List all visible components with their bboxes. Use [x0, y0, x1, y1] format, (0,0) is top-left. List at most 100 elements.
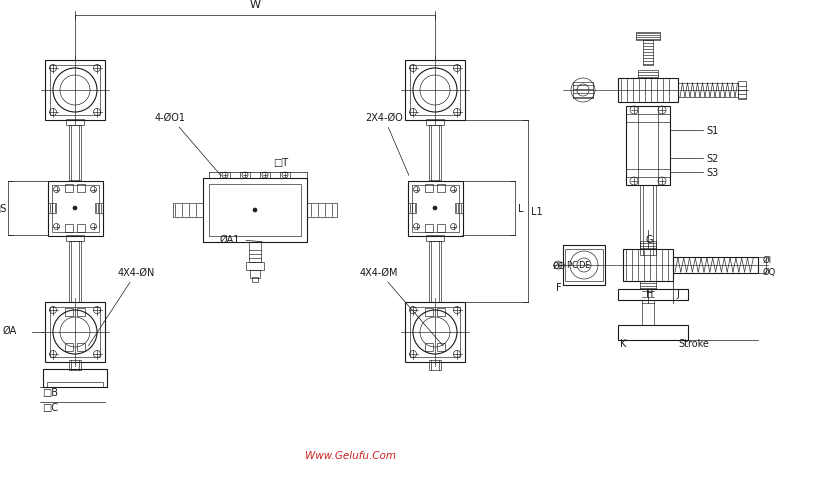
Bar: [573, 83, 593, 99]
Bar: [618, 289, 688, 300]
Bar: [429, 126, 441, 180]
Bar: [249, 242, 261, 263]
Text: □S: □S: [0, 204, 6, 214]
Bar: [47, 181, 102, 236]
Bar: [410, 66, 460, 116]
Bar: [642, 300, 654, 325]
Text: S1: S1: [706, 126, 718, 136]
Bar: [640, 241, 656, 250]
Bar: [246, 263, 264, 270]
Text: J: J: [676, 288, 679, 299]
Bar: [640, 281, 656, 289]
Bar: [47, 204, 56, 214]
Circle shape: [253, 209, 257, 213]
Bar: [425, 185, 433, 192]
Text: F: F: [556, 282, 562, 292]
Bar: [411, 185, 459, 232]
Bar: [426, 120, 444, 126]
Bar: [758, 257, 766, 274]
Bar: [69, 241, 81, 302]
Bar: [738, 82, 746, 100]
Bar: [455, 204, 462, 214]
Text: S3: S3: [706, 168, 718, 178]
Text: ØD: ØD: [553, 261, 566, 270]
Bar: [52, 185, 98, 232]
Bar: [203, 179, 307, 242]
Bar: [45, 302, 105, 362]
Bar: [220, 173, 230, 179]
Circle shape: [73, 206, 77, 211]
Text: P: P: [566, 261, 571, 270]
Bar: [307, 204, 337, 217]
Bar: [623, 250, 673, 281]
Text: □T: □T: [273, 157, 288, 168]
Text: 4X4-ØN: 4X4-ØN: [88, 267, 155, 346]
Bar: [673, 257, 758, 274]
Text: H: H: [646, 288, 654, 299]
Bar: [618, 325, 688, 340]
Bar: [66, 120, 84, 126]
Bar: [65, 185, 73, 192]
Bar: [65, 308, 73, 316]
Bar: [280, 173, 290, 179]
Text: L: L: [518, 204, 524, 214]
Bar: [429, 360, 441, 370]
Bar: [425, 343, 433, 351]
Bar: [405, 302, 465, 362]
Text: □C: □C: [42, 402, 58, 412]
Bar: [563, 245, 605, 286]
Bar: [425, 225, 433, 232]
Bar: [173, 204, 203, 217]
Bar: [618, 79, 678, 103]
Bar: [407, 181, 462, 236]
Text: □B: □B: [42, 387, 58, 397]
Bar: [47, 382, 103, 387]
Text: ØQ: ØQ: [763, 267, 776, 276]
Bar: [437, 343, 445, 351]
Bar: [50, 66, 100, 116]
Bar: [429, 241, 441, 302]
Text: E: E: [584, 261, 589, 270]
Bar: [252, 277, 258, 282]
Bar: [77, 225, 85, 232]
Text: G: G: [646, 235, 654, 244]
Bar: [565, 250, 603, 281]
Bar: [209, 185, 301, 237]
Text: ØA: ØA: [3, 325, 17, 336]
Bar: [66, 236, 84, 241]
Bar: [95, 204, 102, 214]
Bar: [65, 225, 73, 232]
Bar: [50, 307, 100, 357]
Text: K: K: [620, 338, 627, 348]
Bar: [250, 270, 260, 278]
Text: ØA1: ØA1: [220, 235, 263, 244]
Bar: [437, 308, 445, 316]
Bar: [437, 225, 445, 232]
Bar: [678, 84, 738, 98]
Text: S2: S2: [706, 154, 718, 164]
Bar: [69, 126, 81, 180]
Bar: [77, 308, 85, 316]
Text: 4-ØO1: 4-ØO1: [155, 113, 221, 177]
Bar: [638, 71, 658, 79]
Bar: [405, 61, 465, 121]
Bar: [45, 61, 105, 121]
Bar: [260, 173, 270, 179]
Bar: [626, 107, 670, 186]
Bar: [407, 204, 416, 214]
Bar: [43, 369, 107, 387]
Text: C: C: [572, 261, 578, 270]
Bar: [425, 308, 433, 316]
Text: Www.Gelufu.Com: Www.Gelufu.Com: [304, 450, 395, 460]
Circle shape: [433, 206, 437, 211]
Text: 4X4-ØM: 4X4-ØM: [360, 267, 443, 346]
Text: 2X4-ØO: 2X4-ØO: [365, 113, 409, 176]
Bar: [643, 41, 653, 66]
Text: W: W: [249, 0, 260, 10]
Bar: [65, 343, 73, 351]
Text: L1: L1: [531, 206, 542, 216]
Bar: [426, 236, 444, 241]
Bar: [69, 360, 81, 370]
Text: ØI: ØI: [763, 255, 772, 264]
Bar: [640, 186, 656, 255]
